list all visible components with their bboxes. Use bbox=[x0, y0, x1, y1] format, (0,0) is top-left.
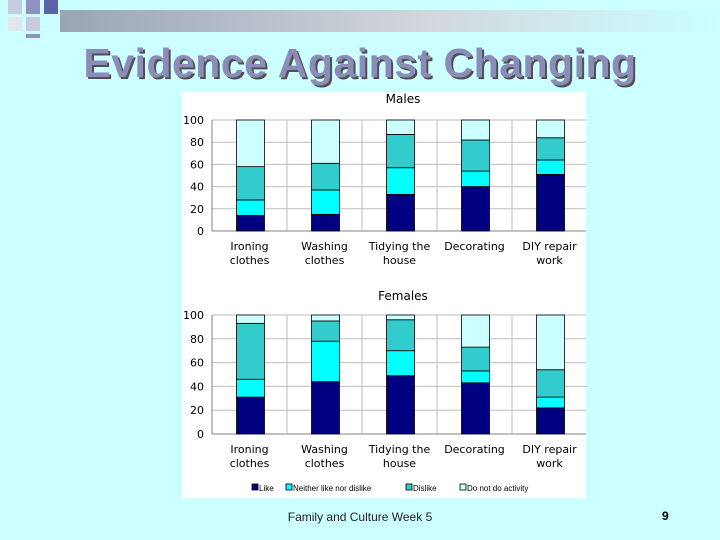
chart-males-x-tick-label: DIY repair bbox=[522, 240, 577, 253]
chart-males-bar-segment bbox=[461, 186, 490, 232]
chart-females-bar-segment bbox=[386, 350, 415, 377]
chart-females-x-tick-label: Decorating bbox=[444, 443, 505, 456]
chart-males-bar-segment bbox=[311, 119, 340, 164]
chart-males-x-tick-label: Washing bbox=[301, 240, 348, 253]
chart-males-bar-segment bbox=[461, 119, 490, 141]
legend-swatch bbox=[251, 483, 259, 491]
deco-square-6 bbox=[26, 34, 40, 38]
chart-females-bar-segment bbox=[461, 382, 490, 435]
legend-label: Like bbox=[259, 484, 274, 493]
legend-swatch bbox=[459, 483, 467, 491]
deco-square-4 bbox=[8, 17, 22, 31]
legend-swatch bbox=[405, 483, 413, 491]
chart-females-x-tick-label: Tidying the bbox=[368, 443, 431, 456]
chart-females-bar-segment bbox=[536, 314, 565, 371]
chart-males-bar-segment bbox=[236, 119, 265, 168]
slide-title: Evidence Against Changing bbox=[83, 40, 637, 86]
deco-square-3 bbox=[44, 0, 58, 14]
chart-females-bar-segment bbox=[536, 369, 565, 398]
chart-males-bar-segment bbox=[236, 199, 265, 216]
legend-label: Neither like nor dislike bbox=[293, 484, 372, 493]
legend-label: Do not do activity bbox=[467, 484, 528, 493]
chart-males-bar-segment bbox=[386, 193, 415, 232]
chart-males-bar-segment bbox=[386, 134, 415, 169]
chart-males-x-tick-label: work bbox=[536, 254, 563, 267]
chart-females-bar-segment bbox=[536, 407, 565, 435]
chart-males-x-tick-label: Ironing bbox=[230, 240, 268, 253]
chart-males-y-tick-label: 40 bbox=[190, 181, 204, 194]
chart-females-bar-segment bbox=[386, 375, 415, 435]
chart-males-bar-segment bbox=[311, 189, 340, 215]
chart-males-bar-segment bbox=[236, 215, 265, 232]
legend-swatch bbox=[285, 483, 293, 491]
slide-footer: Family and Culture Week 5 bbox=[287, 510, 433, 524]
chart-females-bar-segment bbox=[236, 314, 265, 324]
chart-males-bar-segment bbox=[311, 213, 340, 232]
chart-males-bar-segment bbox=[236, 166, 265, 201]
chart-males-x-tick-label: clothes bbox=[230, 254, 270, 267]
chart-females-bar-segment bbox=[386, 319, 415, 352]
chart-females-y-tick-label: 100 bbox=[183, 309, 204, 322]
chart-females-x-tick-label: work bbox=[536, 457, 563, 470]
title-decoration bbox=[0, 0, 720, 38]
page-number: 9 bbox=[662, 509, 669, 523]
deco-square-2 bbox=[26, 0, 40, 14]
chart-females-y-tick-label: 40 bbox=[190, 380, 204, 393]
chart-females-y-tick-label: 20 bbox=[190, 404, 204, 417]
chart-males-y-tick-label: 0 bbox=[197, 225, 204, 238]
chart-females-x-tick-label: Ironing bbox=[230, 443, 268, 456]
chart-panel: Males 0 20 40 60 80 100 Ironing clothes Washing cl… bbox=[182, 92, 586, 498]
chart-females-x-tick-label: house bbox=[383, 457, 416, 470]
chart-males-y-tick-label: 80 bbox=[190, 136, 204, 149]
chart-females-bar-segment bbox=[461, 346, 490, 372]
chart-males-y-tick-label: 20 bbox=[190, 203, 204, 216]
chart-females-bar-segment bbox=[236, 322, 265, 380]
stacked-bar-charts: Males020406080100IroningclothesWashingcl… bbox=[183, 92, 586, 493]
chart-males-bar-segment bbox=[536, 159, 565, 175]
chart-males-title: Males bbox=[386, 92, 421, 106]
chart-females-y-tick-label: 0 bbox=[197, 428, 204, 441]
chart-females-y-tick-label: 60 bbox=[190, 357, 204, 370]
chart-males-x-tick-label: clothes bbox=[305, 254, 345, 267]
chart-females-bar-segment bbox=[536, 396, 565, 409]
chart-males-x-tick-label: Tidying the bbox=[368, 240, 431, 253]
chart-males-bar-segment bbox=[461, 139, 490, 172]
chart-females-x-tick-label: DIY repair bbox=[522, 443, 577, 456]
chart-males-bar-segment bbox=[536, 119, 565, 139]
chart-females-y-tick-label: 80 bbox=[190, 333, 204, 346]
title-bar-gradient bbox=[60, 10, 720, 32]
chart-males-x-tick-label: Decorating bbox=[444, 240, 505, 253]
chart-females-title: Females bbox=[378, 289, 428, 303]
chart-females-bar-segment bbox=[311, 320, 340, 342]
chart-males-bar-segment bbox=[536, 137, 565, 161]
chart-males-y-tick-label: 100 bbox=[183, 114, 204, 127]
chart-females-bar-segment bbox=[461, 314, 490, 348]
legend-label: Dislike bbox=[413, 484, 437, 493]
chart-females-bar-segment bbox=[311, 340, 340, 383]
chart-females-bar-segment bbox=[461, 370, 490, 384]
chart-males-bar-segment bbox=[386, 119, 415, 135]
chart-males-bar-segment bbox=[461, 170, 490, 187]
chart-females-x-tick-label: Washing bbox=[301, 443, 348, 456]
chart-males-y-tick-label: 60 bbox=[190, 158, 204, 171]
chart-females-bar-segment bbox=[386, 314, 415, 321]
deco-square-5 bbox=[26, 17, 40, 31]
chart-males-x-tick-label: house bbox=[383, 254, 416, 267]
chart-males-bar-segment bbox=[536, 173, 565, 232]
chart-females-bar-segment bbox=[236, 378, 265, 398]
chart-males-bar-segment bbox=[386, 167, 415, 195]
chart-females-bar-segment bbox=[236, 396, 265, 435]
chart-females-x-tick-label: clothes bbox=[230, 457, 270, 470]
chart-males-bar-segment bbox=[311, 162, 340, 191]
chart-females-bar-segment bbox=[311, 314, 340, 322]
deco-square-1 bbox=[8, 0, 22, 14]
chart-females-bar-segment bbox=[311, 381, 340, 435]
chart-females-x-tick-label: clothes bbox=[305, 457, 345, 470]
